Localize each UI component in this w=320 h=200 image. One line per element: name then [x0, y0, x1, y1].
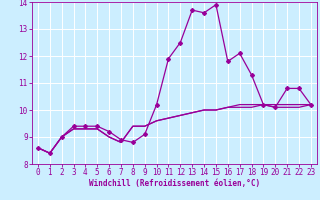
- X-axis label: Windchill (Refroidissement éolien,°C): Windchill (Refroidissement éolien,°C): [89, 179, 260, 188]
